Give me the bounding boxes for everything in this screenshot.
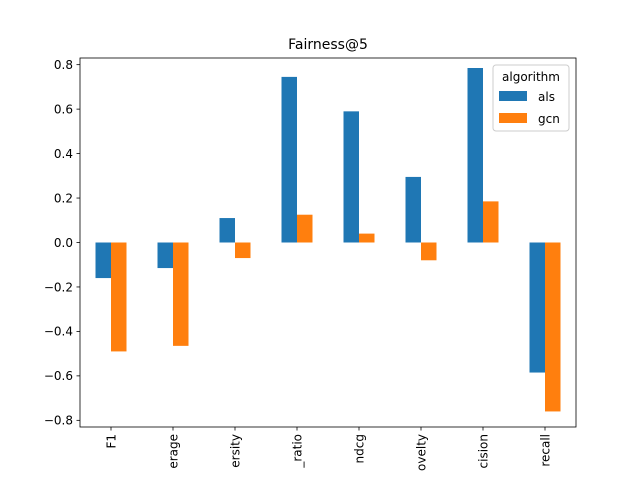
legend-title: algorithm: [502, 70, 560, 84]
bar-als-5: [405, 176, 421, 243]
y-tick-label: 0.4: [54, 147, 73, 161]
bar-gcn-5: [421, 242, 437, 261]
y-tick-label: 0.8: [54, 58, 73, 72]
y-tick-label: −0.6: [44, 369, 73, 383]
bar-als-0: [95, 242, 111, 279]
bars-layer: [95, 68, 561, 412]
bar-gcn-2: [235, 242, 251, 259]
bar-als-1: [157, 242, 173, 269]
x-tick-label: ndcg: [353, 434, 367, 463]
y-tick-label: 0.2: [54, 191, 73, 205]
legend-label-gcn: gcn: [538, 112, 560, 126]
bar-gcn-3: [297, 214, 313, 243]
x-tick-label: cision: [477, 434, 491, 468]
x-tick-label: ovelty: [415, 434, 429, 471]
y-axis: −0.8 −0.6 −0.4 −0.2 0.0 0.2 0.4 0.6 0.8: [44, 58, 80, 428]
bar-gcn-6: [483, 201, 499, 243]
legend-swatch-als: [499, 91, 527, 101]
legend-swatch-gcn: [499, 113, 527, 123]
y-tick-label: −0.2: [44, 280, 73, 294]
y-tick-label: 0.6: [54, 102, 73, 116]
x-tick-label: erage: [167, 434, 181, 469]
bar-gcn-1: [173, 242, 189, 346]
bar-gcn-0: [111, 242, 127, 352]
legend: algorithm als gcn: [492, 64, 570, 132]
y-tick-label: 0.0: [54, 236, 73, 250]
x-tick-label: ersity: [229, 434, 243, 468]
x-tick-label: _ratio: [291, 434, 305, 469]
bar-als-7: [529, 242, 545, 373]
x-axis: F1 erage ersity _ratio ndcg ovelty cision recal…: [105, 427, 553, 471]
x-tick-label: F1: [105, 434, 119, 449]
y-tick-label: −0.4: [44, 325, 73, 339]
bar-als-2: [219, 218, 235, 243]
chart-title: Fairness@5: [288, 37, 368, 53]
bar-als-6: [467, 68, 483, 243]
bar-als-4: [343, 111, 359, 243]
plot-frame: [79, 57, 577, 428]
legend-label-als: als: [538, 90, 555, 104]
x-tick-label: recall: [539, 434, 553, 467]
bar-als-3: [281, 76, 297, 243]
bar-gcn-4: [359, 233, 375, 243]
bar-gcn-7: [545, 242, 561, 412]
y-tick-label: −0.8: [44, 414, 73, 428]
